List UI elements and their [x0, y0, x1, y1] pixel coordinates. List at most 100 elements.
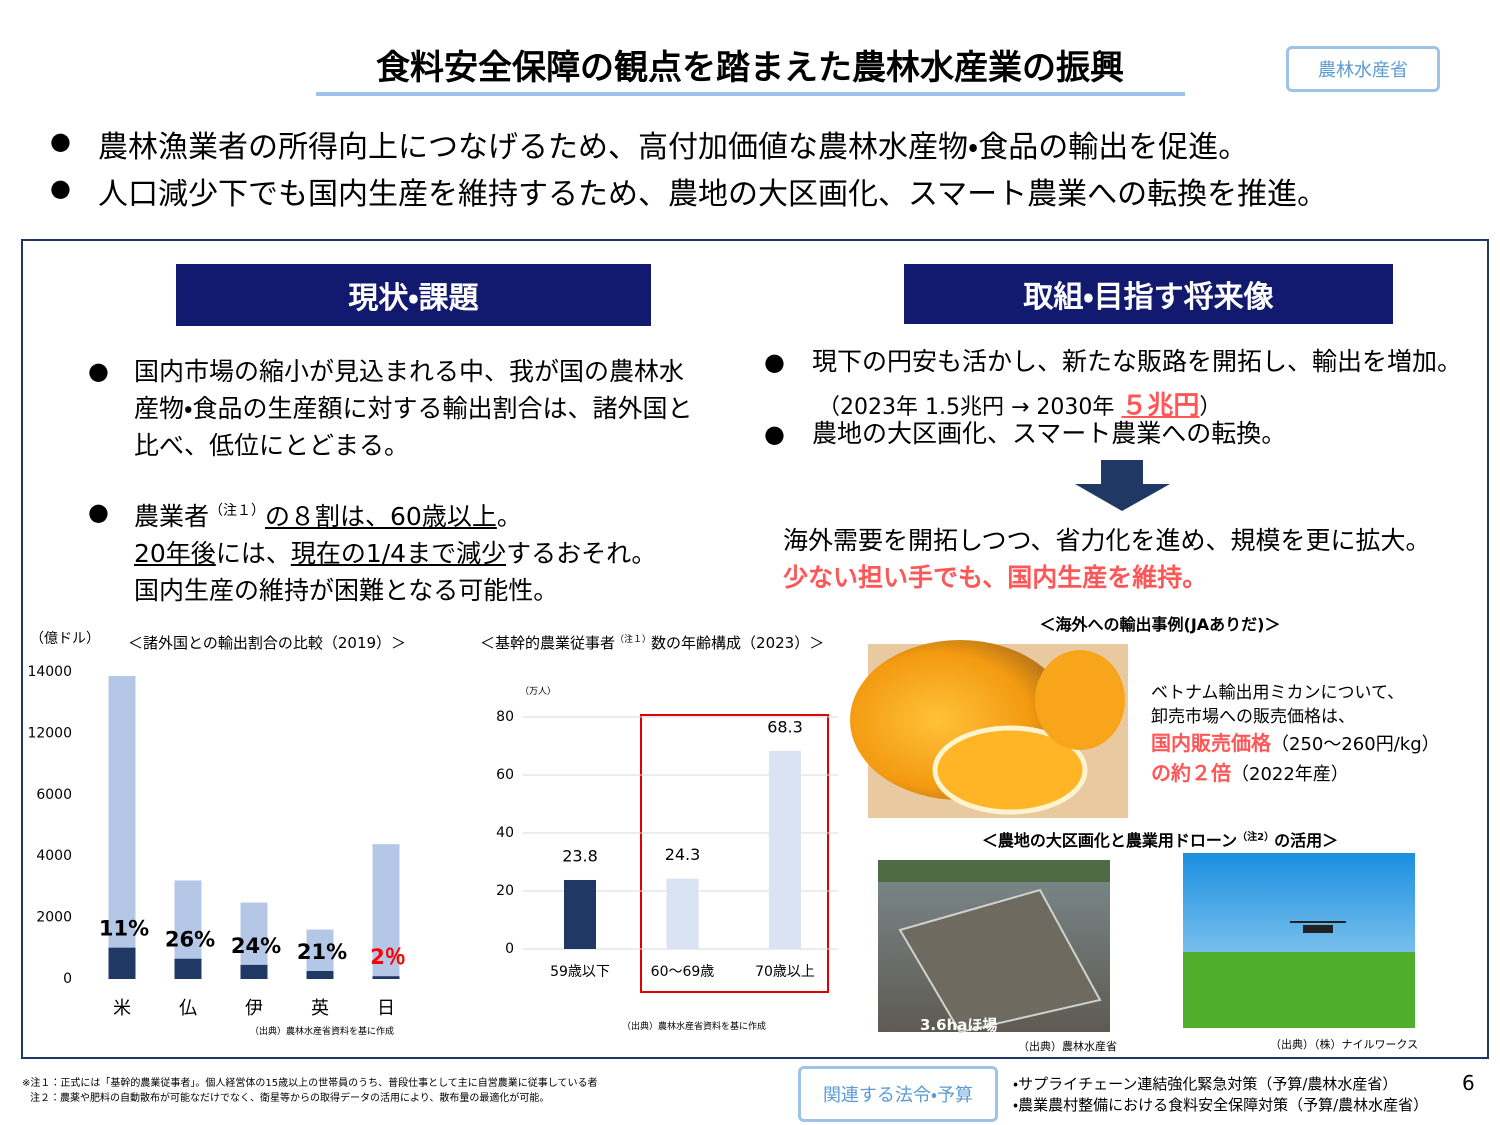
orange-photo: [850, 640, 1128, 818]
y-tick-label: 40: [496, 825, 514, 841]
case-text: の約２倍（2022年産）: [1151, 757, 1349, 786]
summary-text: 人口減少下でも国内生産を維持するため、農地の大区画化、スマート農業への転換を推進…: [98, 177, 1328, 212]
result-emphasis: 少ない担い手でも、国内生産を維持。: [783, 563, 1208, 592]
section-heading: 取組・目指す将来像: [904, 264, 1393, 324]
source: （出典）農林水産省資料を基に作成: [622, 1022, 767, 1032]
y-tick-label: 0: [505, 941, 514, 957]
related-button[interactable]: 関連する法令・予算: [798, 1066, 998, 1122]
down-arrow: [1075, 460, 1170, 511]
x-tick-label: 米: [113, 998, 131, 1019]
note-ref: （注１）: [209, 503, 266, 519]
text: （250～260円/kg）: [1271, 734, 1440, 755]
bullet: ●: [88, 357, 109, 385]
text: するおそれ。: [506, 539, 657, 568]
case-text: 卸売市場への販売価格は、: [1151, 707, 1355, 727]
section-heading: 現状・課題: [176, 264, 651, 326]
note-ref: （注2）: [1237, 832, 1275, 843]
x-tick-label: 日: [377, 998, 395, 1019]
point-text: 現下の円安も活かし、新たな販路を開拓し、輸出を増加。: [812, 347, 1463, 376]
related-item: ・サプライチェーン連結強化緊急対策（予算/農林水産省）: [1013, 1075, 1398, 1093]
bar: [306, 929, 334, 979]
x-tick-label: 70歳以上: [755, 964, 815, 980]
bar: [372, 976, 400, 979]
y-tick-label: 20: [496, 883, 514, 899]
y-tick-label: 14000: [27, 664, 72, 680]
title-underline: [316, 92, 1185, 96]
y-tick-label: 2000: [36, 910, 72, 926]
bar: [769, 750, 801, 949]
bar: [666, 878, 699, 949]
text: 国内生産の維持が困難となる可能性。: [134, 576, 559, 605]
bar: [564, 879, 596, 949]
share-label: 24%: [231, 934, 281, 958]
field-photo: [878, 860, 1110, 1034]
chart-title: ＜諸外国との輸出割合の比較（2019）＞: [128, 634, 407, 652]
chart-title: ＜基幹的農業従事者（注１）数の年齢構成（2023）＞: [480, 632, 824, 653]
text: には、: [215, 539, 291, 568]
y-tick-label: 12000: [27, 725, 72, 741]
bullet: ●: [764, 420, 785, 448]
text: ＜農地の大区画化と農業用ドローン: [981, 831, 1238, 850]
photo-label: 3.6haほ場: [920, 1016, 998, 1034]
page-title: 食料安全保障の観点を踏まえた農林水産業の振興: [376, 48, 1124, 88]
source: （出典）農林水産省資料を基に作成: [250, 1027, 395, 1037]
related-item: ・農業農村整備における食料安全保障対策（予算/農林水産省）: [1013, 1096, 1429, 1114]
point-text: 農業者（注１）の８割は、60歳以上。 20年後には、現在の1/4まで減少するおそ…: [134, 493, 656, 609]
x-tick-label: 英: [311, 998, 329, 1019]
x-tick-label: 60～69歳: [651, 964, 715, 980]
bar: [108, 947, 136, 979]
bar: [108, 675, 136, 979]
value-label: 68.3: [767, 717, 803, 736]
value-label: 24.3: [665, 845, 701, 864]
share-label: 11%: [99, 917, 149, 941]
x-tick-label: 伊: [245, 998, 263, 1019]
point-text: 国内市場の縮小が見込まれる中、我が国の農林水産物・食品の生産額に対する輸出割合は…: [134, 357, 693, 460]
text: 数の年齢構成（2023）＞: [651, 634, 825, 652]
case-title: ＜農地の大区画化と農業用ドローン（注2）の活用＞: [982, 827, 1338, 851]
share-label: 21%: [297, 940, 347, 964]
highlight-box: [640, 714, 829, 993]
text: 20年後: [134, 539, 216, 568]
share-label: 26%: [165, 928, 215, 952]
text: の約２倍: [1151, 761, 1231, 785]
x-tick-label: 仏: [179, 998, 197, 1019]
text: ＜基幹的農業従事者: [480, 634, 616, 652]
share-label: 2％: [370, 945, 406, 969]
ministry-tag: 農林水産省: [1286, 46, 1440, 92]
case-text: 国内販売価格（250～260円/kg）: [1151, 727, 1440, 756]
bar: [372, 844, 400, 979]
note-ref: （注１）: [615, 635, 652, 645]
y-tick-label: 6000: [36, 787, 72, 803]
text: ５兆円: [1121, 391, 1200, 421]
bullet: ●: [50, 127, 71, 155]
bar: [306, 971, 334, 979]
x-tick-label: 59歳以下: [550, 964, 610, 980]
source: （出典）農林水産省: [1018, 1040, 1117, 1053]
case-text: ベトナム輸出用ミカンについて、: [1151, 683, 1405, 703]
result-text: 海外需要を開拓しつつ、省力化を進め、規模を更に拡大。: [783, 526, 1431, 555]
y-tick-label: 0: [63, 971, 72, 987]
value-label: 23.8: [562, 846, 598, 865]
y-tick-label: 4000: [36, 848, 72, 864]
y-tick-label: 60: [496, 767, 514, 783]
text: 。: [496, 502, 522, 531]
axis-unit: （億ドル）: [30, 631, 100, 647]
bullet: ●: [764, 348, 785, 376]
y-tick-label: 80: [496, 709, 514, 725]
text: ）: [1199, 395, 1222, 420]
drone-photo: [1183, 853, 1415, 1028]
main-frame: [21, 239, 1489, 1059]
text: （2022年産）: [1231, 764, 1349, 785]
text: の活用＞: [1274, 831, 1339, 850]
footnote: ※注１：正式には「基幹的農業従事者」。個人経営体の15歳以上の世帯員のうち、普段…: [22, 1078, 598, 1089]
case-title: ＜海外への輸出事例(JAありだ)＞: [1039, 615, 1281, 634]
bar: [240, 964, 268, 979]
bar: [174, 958, 202, 979]
bullet: ●: [50, 174, 71, 202]
point-text: 農地の大区画化、スマート農業への転換。: [812, 419, 1287, 448]
text: （2023年 1.5兆円 → 2030年: [818, 395, 1122, 420]
page-number: 6: [1462, 1071, 1475, 1095]
axis-unit: （万人）: [520, 687, 557, 697]
